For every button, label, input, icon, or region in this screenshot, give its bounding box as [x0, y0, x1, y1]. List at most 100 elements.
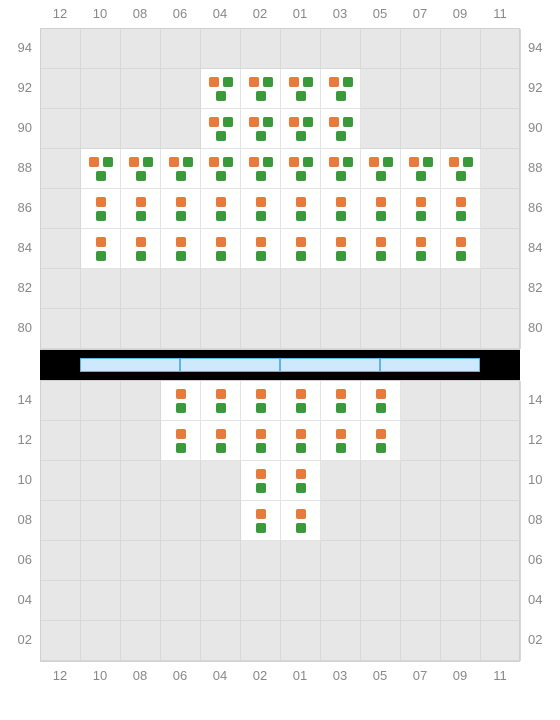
grid-cell — [121, 581, 161, 621]
grid-cell[interactable] — [81, 229, 121, 269]
grid-cell[interactable] — [201, 189, 241, 229]
grid-cell[interactable] — [281, 189, 321, 229]
grid-cell[interactable] — [241, 501, 281, 541]
square-green — [223, 117, 233, 127]
grid-cell[interactable] — [281, 501, 321, 541]
grid-cell — [161, 109, 201, 149]
grid-cell — [121, 541, 161, 581]
square-green — [216, 131, 226, 141]
grid-cell — [361, 501, 401, 541]
grid-cell[interactable] — [241, 381, 281, 421]
grid-cell[interactable] — [361, 381, 401, 421]
square-green — [336, 91, 346, 101]
column-label: 07 — [400, 662, 440, 690]
grid-cell[interactable] — [201, 381, 241, 421]
square-orange — [376, 197, 386, 207]
grid-cell[interactable] — [241, 421, 281, 461]
square-green — [456, 171, 466, 181]
grid-cell[interactable] — [201, 149, 241, 189]
square-orange — [176, 389, 186, 399]
grid-cell[interactable] — [281, 381, 321, 421]
grid-cell[interactable] — [441, 229, 481, 269]
grid-cell[interactable] — [121, 229, 161, 269]
grid-cell[interactable] — [201, 69, 241, 109]
grid-cell[interactable] — [281, 229, 321, 269]
grid-cell[interactable] — [161, 229, 201, 269]
grid-cell[interactable] — [361, 189, 401, 229]
grid-cell[interactable] — [241, 461, 281, 501]
grid-cell — [321, 309, 361, 349]
square-orange — [209, 117, 219, 127]
grid-cell[interactable] — [401, 149, 441, 189]
grid-cell[interactable] — [401, 229, 441, 269]
grid-cell[interactable] — [321, 149, 361, 189]
grid-cell — [441, 381, 481, 421]
grid-cell[interactable] — [321, 109, 361, 149]
grid-cell — [281, 309, 321, 349]
square-orange — [289, 77, 299, 87]
grid-cell[interactable] — [321, 381, 361, 421]
grid-cell[interactable] — [161, 189, 201, 229]
grid-cell[interactable] — [121, 149, 161, 189]
square-green — [176, 211, 186, 221]
grid-cell[interactable] — [321, 69, 361, 109]
grid-cell[interactable] — [441, 189, 481, 229]
grid-cell[interactable] — [121, 189, 161, 229]
square-orange — [329, 117, 339, 127]
row-label: 10 — [0, 460, 40, 500]
grid-cell[interactable] — [361, 149, 401, 189]
square-green — [216, 251, 226, 261]
grid-cell — [281, 621, 321, 661]
grid-cell[interactable] — [321, 229, 361, 269]
grid-cell[interactable] — [161, 381, 201, 421]
grid-cell[interactable] — [281, 109, 321, 149]
grid-cell[interactable] — [201, 229, 241, 269]
column-label: 08 — [120, 0, 160, 28]
square-orange — [456, 237, 466, 247]
row-label: 02 — [0, 620, 40, 660]
square-orange — [256, 197, 266, 207]
square-orange — [216, 197, 226, 207]
square-green — [336, 211, 346, 221]
column-label: 12 — [40, 662, 80, 690]
grid-cell — [41, 421, 81, 461]
square-orange — [296, 237, 306, 247]
grid-cell[interactable] — [81, 189, 121, 229]
grid-cell[interactable] — [281, 69, 321, 109]
grid-cell — [321, 501, 361, 541]
square-orange — [96, 237, 106, 247]
square-green — [336, 403, 346, 413]
grid-cell — [161, 309, 201, 349]
grid-cell[interactable] — [201, 421, 241, 461]
square-orange — [136, 237, 146, 247]
grid-cell[interactable] — [81, 149, 121, 189]
grid-cell — [161, 69, 201, 109]
grid-cell — [41, 501, 81, 541]
grid-cell — [441, 501, 481, 541]
grid-cell[interactable] — [321, 421, 361, 461]
grid-cell[interactable] — [281, 421, 321, 461]
square-orange — [256, 237, 266, 247]
grid-cell[interactable] — [401, 189, 441, 229]
square-orange — [89, 157, 99, 167]
square-green — [336, 251, 346, 261]
grid-cell[interactable] — [161, 149, 201, 189]
grid-cell — [441, 541, 481, 581]
grid-cell[interactable] — [361, 229, 401, 269]
grid-cell[interactable] — [441, 149, 481, 189]
row-labels-bottom-right: 14121008060402 — [520, 380, 560, 662]
grid-cell[interactable] — [361, 421, 401, 461]
grid-cell[interactable] — [161, 421, 201, 461]
grid-cell[interactable] — [241, 189, 281, 229]
row-label: 08 — [0, 500, 40, 540]
grid-cell[interactable] — [281, 149, 321, 189]
grid-cell[interactable] — [241, 69, 281, 109]
square-orange — [176, 197, 186, 207]
grid-cell — [161, 29, 201, 69]
grid-cell[interactable] — [201, 109, 241, 149]
grid-cell[interactable] — [321, 189, 361, 229]
grid-cell[interactable] — [281, 461, 321, 501]
grid-cell[interactable] — [241, 109, 281, 149]
grid-cell[interactable] — [241, 229, 281, 269]
grid-cell[interactable] — [241, 149, 281, 189]
